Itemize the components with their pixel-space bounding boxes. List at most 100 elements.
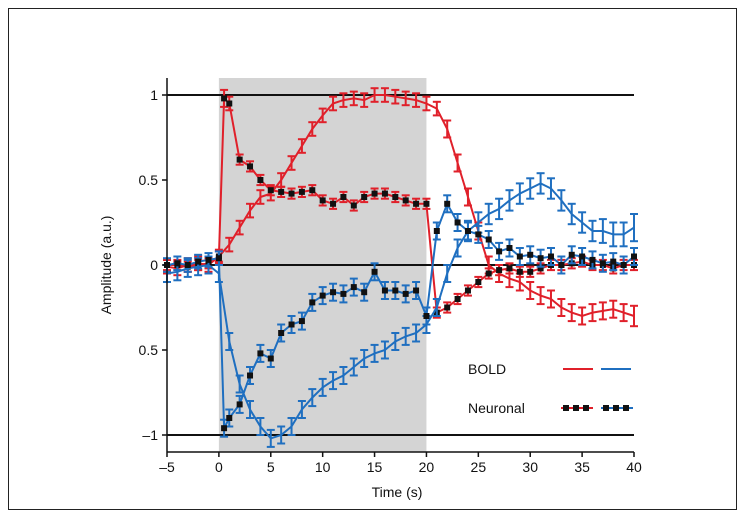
data-point xyxy=(547,253,554,260)
data-point xyxy=(537,255,544,262)
data-point xyxy=(340,194,347,200)
data-point xyxy=(278,330,285,336)
data-point xyxy=(309,299,316,306)
data-point xyxy=(579,253,586,260)
data-point xyxy=(330,200,337,207)
x-tick-label: 10 xyxy=(315,459,331,475)
data-point xyxy=(506,245,513,251)
data-point xyxy=(361,194,368,200)
data-point xyxy=(330,289,337,296)
series-layer xyxy=(163,87,638,448)
data-point xyxy=(464,287,471,294)
legend-marker xyxy=(583,405,589,411)
data-point xyxy=(247,163,254,170)
data-point xyxy=(195,258,202,265)
data-point xyxy=(402,290,409,297)
legend-marker xyxy=(603,405,609,411)
y-tick-label: 1 xyxy=(150,87,158,103)
data-point xyxy=(174,260,181,267)
data-point xyxy=(371,268,378,275)
data-point xyxy=(298,318,305,325)
data-point xyxy=(184,262,191,268)
data-point xyxy=(464,228,471,234)
data-point xyxy=(267,355,274,362)
data-point xyxy=(631,253,637,260)
x-tick-label: 15 xyxy=(367,459,383,475)
data-point xyxy=(423,313,430,319)
data-point xyxy=(236,401,243,408)
data-point xyxy=(558,262,565,268)
data-point xyxy=(288,321,295,328)
data-point xyxy=(402,197,409,204)
series-neuronal-blue xyxy=(163,194,638,438)
data-point xyxy=(444,304,451,311)
data-point xyxy=(568,251,575,258)
data-point xyxy=(226,415,233,421)
x-axis-title: Time (s) xyxy=(372,484,423,500)
x-tick-label: 25 xyxy=(471,459,487,475)
data-point xyxy=(319,197,326,204)
legend-marker xyxy=(563,405,569,411)
data-point xyxy=(221,95,228,102)
data-point xyxy=(278,188,285,195)
data-point xyxy=(340,290,347,297)
y-tick-label: –1 xyxy=(142,427,158,443)
data-point xyxy=(288,190,295,197)
data-point xyxy=(371,190,378,197)
data-point xyxy=(381,287,388,294)
data-point xyxy=(537,265,544,272)
data-point xyxy=(257,350,264,357)
x-tick-label: 40 xyxy=(626,459,642,475)
data-point xyxy=(392,194,399,200)
data-point xyxy=(413,200,420,207)
data-point xyxy=(361,289,368,296)
x-tick-label: 0 xyxy=(215,459,223,475)
data-point xyxy=(506,265,513,272)
legend-label-neuronal: Neuronal xyxy=(468,400,525,416)
y-tick-label: 0.5 xyxy=(139,172,159,188)
data-point xyxy=(454,219,461,226)
data-point xyxy=(226,100,233,107)
data-point xyxy=(527,268,534,275)
x-tick-label: 30 xyxy=(522,459,538,475)
data-point xyxy=(247,372,254,379)
data-point xyxy=(444,200,451,207)
figure-frame xyxy=(8,8,737,510)
x-tick-label: 5 xyxy=(267,459,275,475)
data-point xyxy=(527,251,534,258)
data-point xyxy=(423,200,430,207)
data-point xyxy=(475,279,482,285)
data-point xyxy=(485,270,492,277)
y-tick-label: 0.5 xyxy=(139,342,159,358)
data-point xyxy=(350,284,357,291)
data-point xyxy=(309,187,316,194)
data-point xyxy=(485,236,492,243)
data-point xyxy=(496,248,503,255)
data-point xyxy=(215,255,222,262)
data-point xyxy=(475,231,482,238)
data-point xyxy=(454,296,461,302)
legend-marker xyxy=(613,405,619,411)
data-point xyxy=(610,258,617,265)
data-point xyxy=(205,256,212,263)
x-tick-label: 20 xyxy=(419,459,435,475)
data-point xyxy=(221,425,228,432)
data-point xyxy=(589,256,596,263)
y-axis-title: Amplitude (a.u.) xyxy=(98,216,114,315)
legend-layer: BOLD Neuronal xyxy=(468,361,633,416)
data-point xyxy=(599,260,606,267)
data-point xyxy=(298,188,305,195)
data-point xyxy=(433,228,440,234)
data-point xyxy=(381,190,388,197)
y-tick-label: 0 xyxy=(150,257,158,273)
data-point xyxy=(516,268,523,275)
x-tick-label: 35 xyxy=(574,459,590,475)
legend-marker xyxy=(623,405,629,411)
legend-label-bold: BOLD xyxy=(468,361,506,377)
x-tick-label: –5 xyxy=(159,459,175,475)
series-line xyxy=(166,182,635,440)
data-point xyxy=(620,262,627,268)
data-point xyxy=(267,187,274,194)
data-point xyxy=(413,287,420,294)
